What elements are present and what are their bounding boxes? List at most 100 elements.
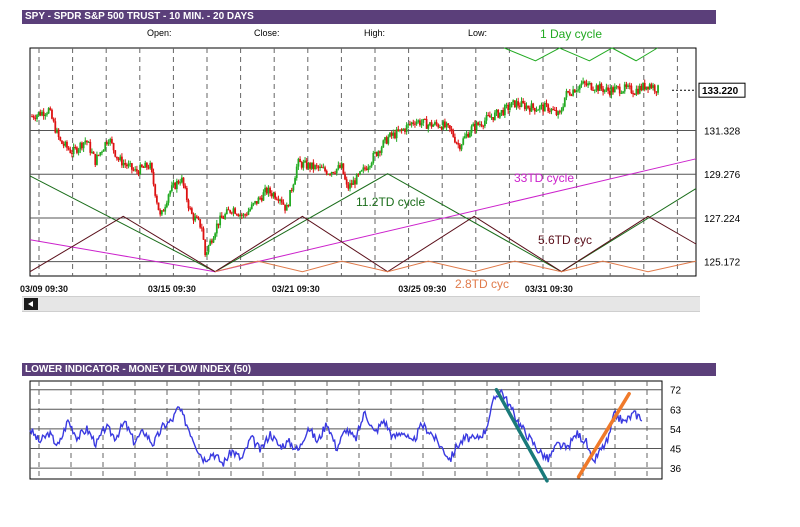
cycle-label: 5.6TD cyc <box>538 233 592 247</box>
candle-body <box>558 111 561 113</box>
candle-body <box>159 210 162 215</box>
candle-body <box>345 179 348 185</box>
candle-body <box>109 139 112 143</box>
candle-body <box>79 142 82 150</box>
candle-body <box>543 103 546 112</box>
candle-body <box>337 165 340 169</box>
low-label: Low: <box>468 28 488 38</box>
candle-body <box>111 139 113 144</box>
candle-body <box>160 210 163 215</box>
candle-body <box>127 163 130 167</box>
candle-body <box>39 112 42 116</box>
candle-body <box>130 163 133 170</box>
candle-body <box>407 123 410 126</box>
candle-body <box>214 233 217 239</box>
candle-body <box>199 219 202 228</box>
scroll-left-arrow-icon[interactable] <box>24 298 38 310</box>
candle-body <box>124 162 127 165</box>
candle-body <box>185 188 188 201</box>
candle-body <box>498 112 501 118</box>
candle-body <box>175 180 178 190</box>
candle-body <box>247 211 250 215</box>
candle-body <box>314 165 316 170</box>
candle-body <box>355 174 358 185</box>
candle-body <box>532 103 535 108</box>
x-tick-label: 03/15 09:30 <box>148 284 196 294</box>
candle-body <box>302 162 305 168</box>
cycle-line <box>504 47 658 62</box>
candle-body <box>568 92 571 96</box>
candle-body <box>615 86 618 88</box>
candle-body <box>116 156 118 159</box>
candle-body <box>352 180 355 185</box>
candle-body <box>137 171 140 175</box>
candle-body <box>155 195 158 203</box>
candle-body <box>62 143 65 146</box>
chart-scrollbar[interactable] <box>22 296 700 312</box>
candle-body <box>442 121 445 130</box>
candle-body <box>522 100 525 104</box>
candle-body <box>638 85 641 94</box>
candle-body <box>51 109 53 119</box>
candle-body <box>417 120 420 122</box>
candle-body <box>255 201 258 204</box>
candle-body <box>144 162 147 168</box>
cycle-label: 11.2TD cycle <box>356 195 425 209</box>
x-tick-label: 03/21 09:30 <box>272 284 320 294</box>
candle-body <box>117 158 120 160</box>
candle-body <box>500 110 503 113</box>
candle-body <box>140 164 143 167</box>
candle-body <box>164 207 167 212</box>
candle-body <box>402 129 405 131</box>
candle-body <box>76 147 78 153</box>
candle-body <box>49 108 52 110</box>
candle-body <box>359 171 361 175</box>
candle-body <box>107 142 110 145</box>
candle-body <box>212 238 215 243</box>
candle-body <box>64 141 67 146</box>
candle-body <box>295 166 298 179</box>
candle-body <box>77 149 80 153</box>
candle-body <box>593 90 596 92</box>
candle-body <box>132 169 135 171</box>
candle-body <box>632 93 634 95</box>
candle-body <box>475 122 478 131</box>
candle-body <box>640 85 643 91</box>
candle-body <box>530 103 533 112</box>
candle-body <box>545 103 548 105</box>
candle-body <box>34 118 37 120</box>
candle-body <box>310 162 313 169</box>
candle-body <box>582 81 585 84</box>
candle-body <box>145 162 148 168</box>
candle-body <box>244 214 247 216</box>
candle-body <box>86 140 88 143</box>
candle-body <box>477 122 480 125</box>
candle-body <box>235 213 238 215</box>
candle-body <box>518 105 521 107</box>
candle-body <box>472 123 475 127</box>
candle-body <box>445 123 448 128</box>
candle-body <box>567 91 570 93</box>
candle-body <box>342 163 345 175</box>
candle-body <box>177 180 180 184</box>
candle-body <box>250 204 253 209</box>
lower-indicator-title: LOWER INDICATOR - MONEY FLOW INDEX (50) <box>25 364 252 375</box>
x-tick-label: 03/25 09:30 <box>398 284 446 294</box>
candle-body <box>618 86 621 94</box>
candle-body <box>307 163 310 169</box>
candle-body <box>112 143 115 151</box>
candle-body <box>527 105 530 108</box>
candle-body <box>334 173 336 175</box>
candle-body <box>189 208 192 210</box>
candle-body <box>603 89 606 92</box>
candle-body <box>200 227 203 229</box>
candle-body <box>57 129 60 138</box>
candle-body <box>379 151 381 153</box>
candle-body <box>330 172 333 175</box>
candle-body <box>72 146 75 155</box>
candle-body <box>374 152 376 154</box>
candle-body <box>409 123 411 125</box>
candle-body <box>264 187 266 193</box>
candle-body <box>565 91 568 98</box>
